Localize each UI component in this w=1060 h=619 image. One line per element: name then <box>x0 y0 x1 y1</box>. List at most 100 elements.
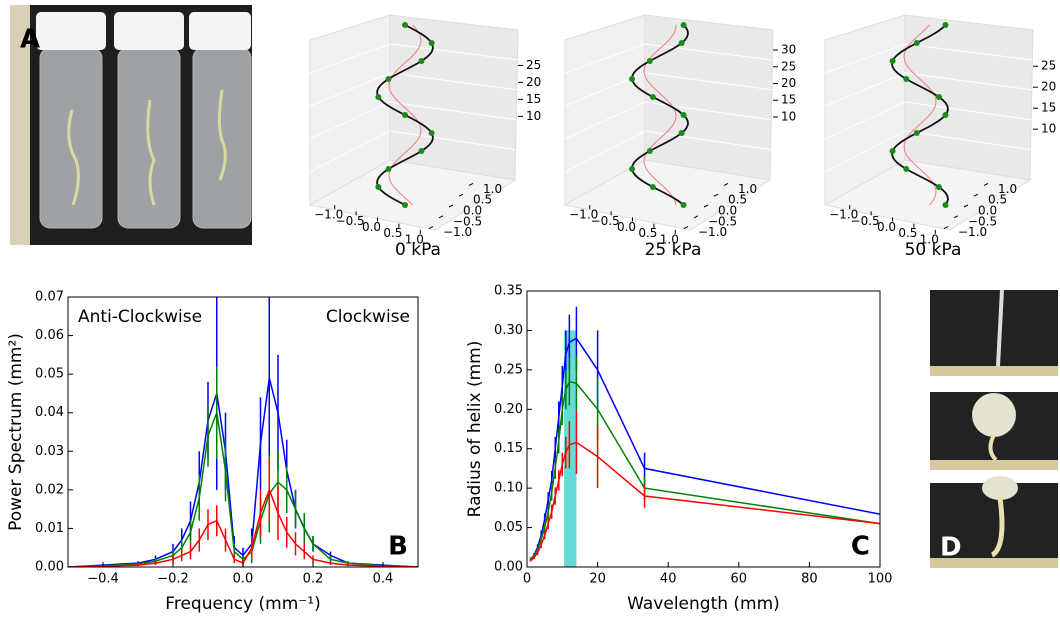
x-tick-label: 40 <box>660 572 677 587</box>
caption: 25 kPa <box>645 240 702 260</box>
axes-frame <box>67 296 419 568</box>
x-tick-label: −1.0 <box>569 208 598 222</box>
root-point <box>903 166 910 172</box>
z-tick-label: 25 <box>781 59 796 73</box>
y-tick-label: 0.5 <box>473 193 492 207</box>
pane-grid <box>309 130 391 173</box>
x-tick-label: 1.0 <box>405 232 424 246</box>
x-axis-label: Wavelength (mm) <box>627 594 780 614</box>
pane-grid <box>564 101 646 140</box>
root-point <box>385 166 392 172</box>
z-tick-label: 10 <box>1041 122 1056 136</box>
x-tick-label: −0.4 <box>87 572 119 587</box>
y-axis-label: Radius of helix (mm) <box>465 341 485 518</box>
pane-grid <box>644 72 774 91</box>
pane-grid <box>904 130 1034 151</box>
x-tick-label: −1.0 <box>829 208 858 222</box>
root-point <box>942 112 949 118</box>
y-tick <box>438 215 444 219</box>
root-point <box>678 40 685 46</box>
x-tick-label: 0.0 <box>617 220 636 234</box>
series-line <box>68 377 418 567</box>
x-tick-label: 100 <box>868 572 893 587</box>
root-point <box>889 148 896 154</box>
pane-grid <box>824 101 906 140</box>
x-tick-label: 0.5 <box>638 226 657 240</box>
series-line <box>530 380 880 560</box>
root-point <box>678 130 685 136</box>
y-tick-label: −0.5 <box>968 214 997 228</box>
y-tick-label: 0.0 <box>463 204 482 218</box>
root-point <box>428 130 435 136</box>
root-point <box>903 76 910 82</box>
z-tick-label: 15 <box>1041 101 1056 115</box>
series-line <box>529 337 880 560</box>
y-tick-label: 0.5 <box>728 193 747 207</box>
z-tick-label: 25 <box>526 58 541 72</box>
pane-grid <box>644 130 774 151</box>
pane-grid <box>564 43 646 74</box>
x-tick-label: −0.5 <box>336 214 365 228</box>
root-point <box>942 202 949 208</box>
y-tick-label: 0.06 <box>35 328 64 343</box>
root-point <box>649 94 656 100</box>
root-point <box>913 40 920 46</box>
z-tick-label: 20 <box>781 76 796 90</box>
caption: 50 kPa <box>905 240 962 260</box>
y-tick <box>693 215 699 219</box>
z-tick-label: 15 <box>781 93 796 107</box>
x-tick-label: 0 <box>523 572 531 587</box>
z-tick-label: 15 <box>526 92 541 106</box>
x-tick-label: −1.0 <box>314 208 343 222</box>
y-tick-label: 0.07 <box>35 290 64 305</box>
z-tick-label: 10 <box>781 109 796 123</box>
pane-grid <box>309 101 391 140</box>
photo-a: A <box>10 5 252 245</box>
panel-letter: C <box>851 532 870 562</box>
root-point <box>680 202 687 208</box>
band <box>564 330 577 567</box>
root-point <box>629 166 636 172</box>
model-curve <box>388 24 422 206</box>
annotation: Clockwise <box>326 307 410 327</box>
root-point <box>646 148 653 154</box>
z-tick-label: 20 <box>1041 80 1056 94</box>
pane-grid <box>904 72 1034 91</box>
pane <box>389 14 519 181</box>
pane-grid <box>309 43 391 74</box>
pane-grid <box>904 101 1034 121</box>
y-tick <box>713 193 719 197</box>
y-tick-label: 0.10 <box>494 481 523 496</box>
pane-grid <box>824 130 906 173</box>
annotation: Anti-Clockwise <box>78 307 202 327</box>
y-tick-label: 0.05 <box>35 367 64 382</box>
root-point <box>418 58 425 64</box>
root-point <box>680 112 687 118</box>
root-point <box>402 112 408 118</box>
root-point <box>646 58 653 64</box>
x-tick-label: 1.0 <box>660 232 679 246</box>
pane-grid <box>389 101 519 121</box>
pane-grid <box>644 101 774 121</box>
x-axis-label: Frequency (mm⁻¹) <box>165 594 320 614</box>
root-point <box>935 184 942 190</box>
pane-grid <box>389 72 519 91</box>
y-tick <box>683 226 689 230</box>
y-tick-label: 1.0 <box>998 182 1017 196</box>
y-tick <box>943 226 949 230</box>
pane <box>308 159 517 231</box>
root-point <box>942 22 949 28</box>
root-point <box>889 58 896 64</box>
x-tick-label: 0.0 <box>233 572 254 587</box>
root-point <box>680 22 687 28</box>
x-tick-label: 1.0 <box>920 232 939 246</box>
y-tick-label: −0.5 <box>708 214 737 228</box>
z-tick-label: 20 <box>526 75 541 89</box>
caption: 0 kPa <box>395 240 441 260</box>
axes-frame <box>526 290 881 568</box>
y-tick-label: 0.03 <box>35 444 64 459</box>
pane-grid <box>389 43 519 61</box>
model-curve <box>903 24 937 206</box>
pane-grid <box>564 130 646 173</box>
y-tick <box>468 182 474 186</box>
